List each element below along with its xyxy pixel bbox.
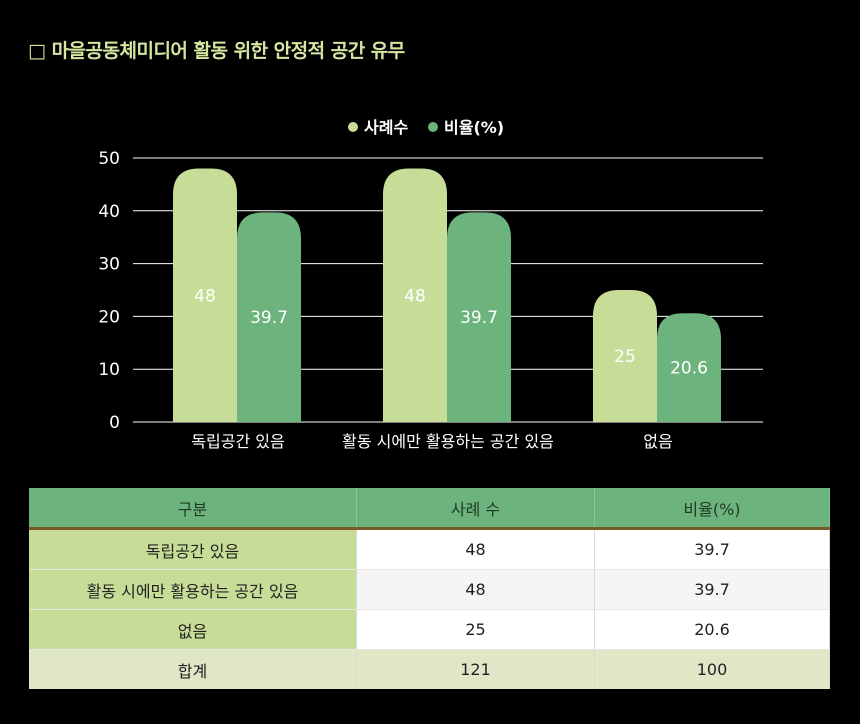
table-row: 활동 시에만 활용하는 공간 있음 48 39.7 [29,569,830,610]
table-row: 없음 25 20.6 [29,609,830,650]
legend-marker [348,122,358,132]
total-count: 121 [356,649,595,689]
data-label: 48 [194,286,216,306]
bar-count [383,168,447,422]
bar-count [593,290,657,422]
bar-count [173,168,237,422]
x-tick-label: 없음 [643,432,672,451]
row-count: 48 [356,528,595,570]
bar-ratio [657,313,721,422]
table-header-row: 구분 사례 수 비율(%) [29,488,830,530]
page-title: □ 마을공동체미디어 활동 위한 안정적 공간 유무 [28,40,405,62]
y-tick-label: 50 [98,149,120,169]
total-label: 합계 [29,649,357,689]
legend-marker [428,122,438,132]
legend-label: 사례수 [364,118,408,137]
row-ratio: 39.7 [594,528,830,570]
table-total-row: 합계 121 100 [29,649,830,689]
row-label: 없음 [29,609,357,650]
bar-chart: 0 10 20 30 40 50 48 39.7 독립공간 있음 48 39.7 활동 시에만 활용하… [98,118,763,451]
row-ratio: 39.7 [594,569,830,610]
y-tick-label: 40 [98,202,120,222]
y-tick-label: 30 [98,255,120,275]
row-ratio: 20.6 [594,609,830,650]
data-label: 39.7 [460,308,498,328]
bar-ratio [237,212,301,422]
bar-ratio [447,212,511,422]
header-ratio: 비율(%) [594,488,830,530]
row-label: 활동 시에만 활용하는 공간 있음 [29,569,357,610]
data-label: 48 [404,286,426,306]
row-count: 25 [356,609,595,650]
y-tick-label: 10 [98,360,120,380]
row-label: 독립공간 있음 [29,528,357,570]
x-tick-label: 독립공간 있음 [191,432,284,451]
row-count: 48 [356,569,595,610]
legend-label: 비율(%) [444,118,504,137]
data-label: 25 [614,347,636,367]
x-tick-label: 활동 시에만 활용하는 공간 있음 [342,432,554,451]
data-table: 구분 사례 수 비율(%) 독립공간 있음 48 39.7 활동 시에만 활용하… [29,488,830,689]
y-tick-label: 20 [98,307,120,327]
table-row: 독립공간 있음 48 39.7 [29,528,830,570]
data-label: 20.6 [670,359,708,379]
data-label: 39.7 [250,308,288,328]
header-category: 구분 [29,488,357,530]
header-count: 사례 수 [356,488,595,530]
total-ratio: 100 [594,649,830,689]
y-tick-label: 0 [109,413,120,433]
